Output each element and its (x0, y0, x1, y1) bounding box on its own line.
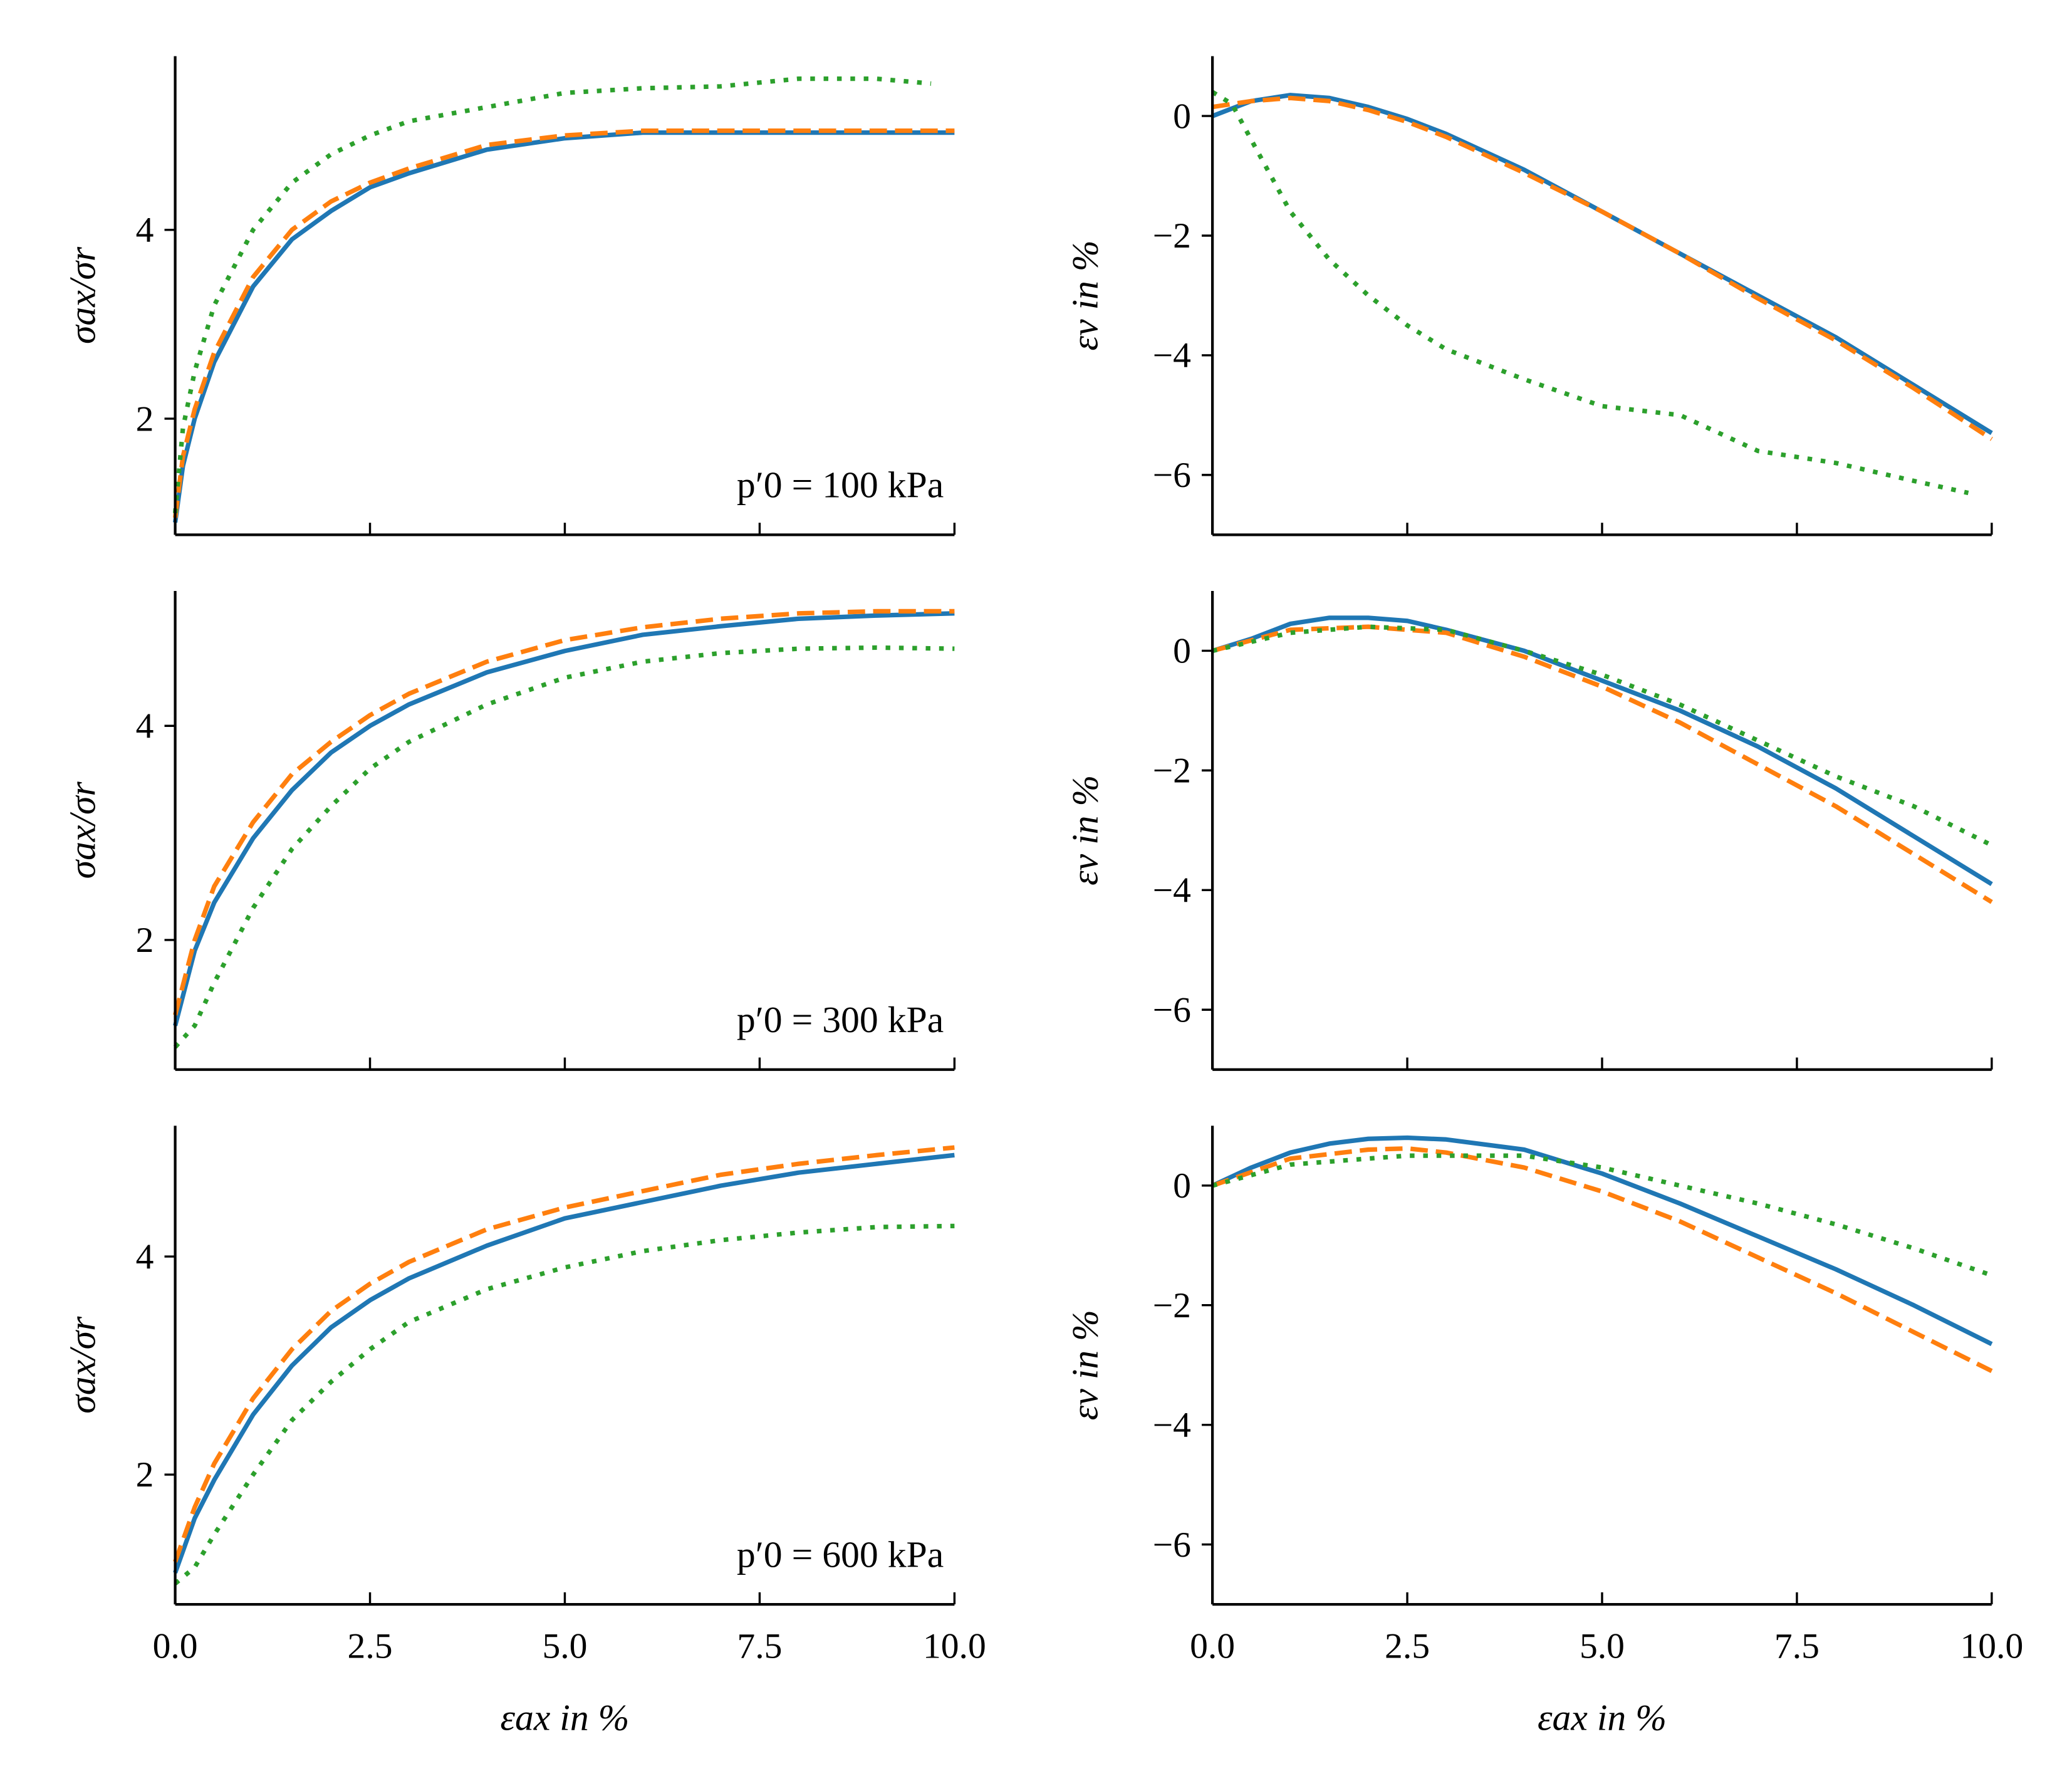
y-tick-label: −4 (1153, 871, 1191, 911)
series-group (173, 1145, 955, 1585)
series-line-2-dashed (173, 1145, 955, 1563)
y-tick-label: 0 (1173, 1166, 1191, 1206)
y-tick-label: 4 (136, 706, 154, 746)
y-tick-label: −4 (1153, 1406, 1191, 1445)
series-line-2-dashed (1211, 1146, 1993, 1374)
y-axis-label: σax/σr (62, 1316, 103, 1414)
subplot-row1-right: 0 −2 −4 −6 εv in % (1065, 56, 1993, 536)
series-line-3-dotted (172, 76, 932, 514)
series-group (172, 76, 955, 523)
y-tick-label: −2 (1153, 1286, 1191, 1325)
subplot-row2-right: 0 −2 −4 −6 εv in % (1065, 590, 1993, 1071)
series-line-1-solid (173, 611, 955, 1026)
y-axis-label: εv in % (1065, 1310, 1106, 1420)
series-group (1211, 1135, 1993, 1374)
x-tick-label: 5.0 (1580, 1626, 1625, 1666)
y-tick-label: 4 (136, 1237, 154, 1277)
y-tick-label: 2 (136, 1455, 154, 1495)
series-group (173, 609, 955, 1049)
x-tick-label: 0.0 (1190, 1626, 1235, 1666)
x-tick-label: 0.0 (153, 1626, 198, 1666)
x-tick-label: 5.0 (542, 1626, 587, 1666)
pressure-annotation: p′0 = 300 kPa (737, 999, 944, 1040)
x-tick-label: 7.5 (737, 1626, 782, 1666)
subplot-row2-left: 2 4 σax/σr p′0 = 300 kPa (62, 590, 956, 1071)
y-tick-label: −2 (1153, 751, 1191, 791)
series-line-2-dashed (1212, 624, 1993, 904)
y-axis-label: εv in % (1065, 240, 1106, 350)
x-axis-label: εax in % (1538, 1697, 1667, 1738)
series-group (1212, 615, 1993, 904)
y-axis-label: εv in % (1065, 775, 1106, 885)
pressure-annotation: p′0 = 100 kPa (737, 464, 944, 506)
series-line-3-dotted (1211, 90, 1969, 496)
subplot-row3-right: 0.0 2.5 5.0 7.5 10.0 0 −2 −4 −6 εv in % εax in % (1065, 1126, 2023, 1738)
x-axis-label: εax in % (500, 1697, 629, 1738)
y-tick-label: 2 (136, 399, 154, 439)
series-line-1-solid (1212, 615, 1993, 886)
y-tick-label: 0 (1173, 632, 1191, 671)
x-tick-label: 2.5 (348, 1626, 393, 1666)
series-line-2-dashed (1212, 95, 1993, 441)
y-tick-label: 4 (136, 211, 154, 250)
series-group (1211, 90, 1993, 496)
y-tick-label: −6 (1153, 990, 1191, 1030)
series-line-3-dotted (174, 1223, 955, 1585)
pressure-annotation: p′0 = 600 kPa (737, 1533, 944, 1575)
y-tick-label: −2 (1153, 216, 1191, 256)
series-line-1-solid (1211, 1135, 1993, 1346)
subplot-row3-left: 0.0 2.5 5.0 7.5 10.0 2 4 σax/σr εax in % p′0 = 60… (62, 1126, 986, 1738)
series-line-2-dashed (172, 128, 955, 518)
series-line-3-dotted (173, 645, 955, 1049)
y-axis-label: σax/σr (62, 781, 103, 879)
x-tick-label: 7.5 (1774, 1626, 1820, 1666)
x-tick-label: 10.0 (1960, 1626, 2023, 1666)
series-line-1-solid (1211, 93, 1993, 436)
subplot-row1-left: 2 4 σax/σr p′0 = 100 kPa (62, 56, 956, 536)
y-axis-label: σax/σr (62, 246, 103, 344)
y-tick-label: −6 (1153, 1525, 1191, 1565)
y-tick-label: 0 (1173, 97, 1191, 136)
y-tick-label: 2 (136, 921, 154, 960)
y-tick-label: −4 (1153, 336, 1191, 375)
x-tick-label: 2.5 (1385, 1626, 1430, 1666)
series-line-2-dashed (173, 609, 955, 1016)
x-tick-label: 10.0 (923, 1626, 986, 1666)
y-tick-label: −6 (1153, 456, 1191, 495)
series-line-1-solid (173, 1152, 955, 1574)
